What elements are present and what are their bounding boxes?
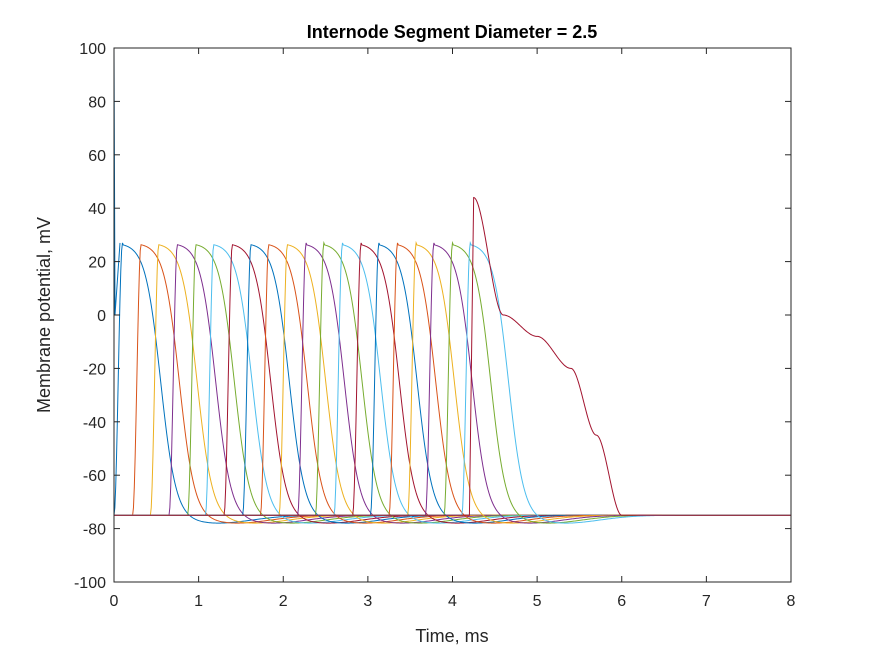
y-tick-label: 40 (88, 201, 106, 218)
chart-title: Internode Segment Diameter = 2.5 (307, 22, 598, 42)
x-tick-label: 8 (787, 593, 796, 610)
series-line (114, 196, 791, 516)
x-tick-label: 0 (110, 593, 119, 610)
x-tick-label: 1 (194, 593, 203, 610)
x-tick-label: 4 (448, 593, 457, 610)
y-tick-label: 60 (88, 148, 106, 165)
y-tick-label: -80 (83, 522, 106, 539)
y-tick-label: 0 (97, 308, 106, 325)
x-tick-label: 2 (279, 593, 288, 610)
x-tick-label: 6 (617, 593, 626, 610)
plot-area (114, 48, 791, 582)
y-tick-label: 20 (88, 255, 106, 272)
x-tick-label: 5 (533, 593, 542, 610)
y-tick-label: 100 (79, 41, 106, 58)
axes-layer: 0 1 2 3 4 5 6 7 8 -100 -80 -60 -40 -20 0 20 40 60 80 100 (74, 41, 796, 610)
x-axis-label: Time, ms (415, 626, 488, 646)
x-tick-label: 7 (702, 593, 711, 610)
y-tick-label: 80 (88, 94, 106, 111)
y-axis-label: Membrane potential, mV (34, 217, 54, 413)
y-tick-label: -60 (83, 468, 106, 485)
y-tick-label: -100 (74, 575, 106, 592)
y-tick-label: -40 (83, 415, 106, 432)
y-tick-label: -20 (83, 361, 106, 378)
x-tick-label: 3 (363, 593, 372, 610)
series-layer (113, 47, 791, 524)
